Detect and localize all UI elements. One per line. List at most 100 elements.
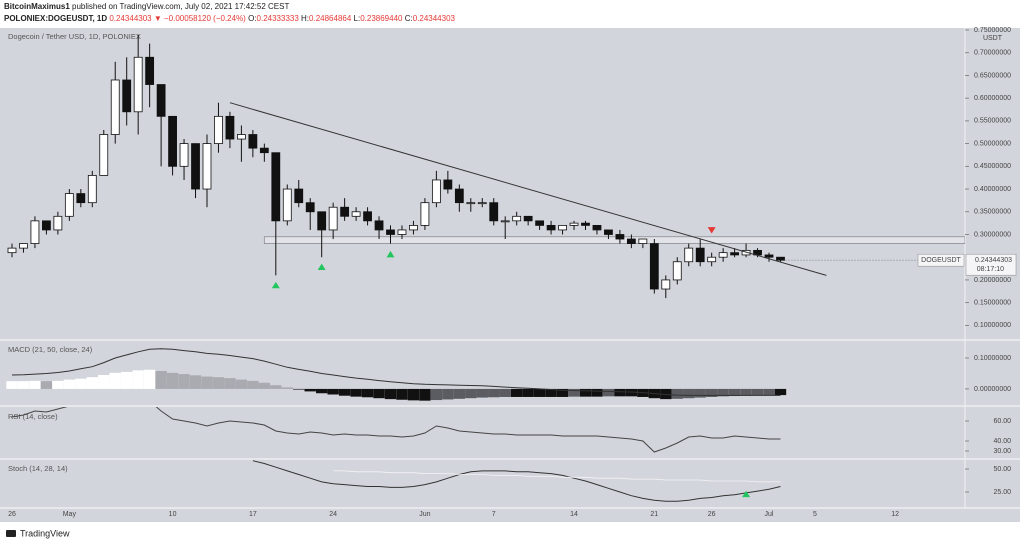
x-tick-label: 26 <box>708 511 716 518</box>
y-tick-label: 0.35000000 <box>974 209 1011 216</box>
macd-histogram-bar <box>270 385 282 389</box>
candle-body <box>145 56 155 85</box>
macd-histogram-bar <box>568 388 580 397</box>
macd-histogram-bar <box>29 380 41 389</box>
candle-body <box>386 229 395 235</box>
signal-arrow <box>386 250 395 258</box>
y-tick-label: 0.30000000 <box>974 231 1011 238</box>
candle-body <box>259 147 269 154</box>
y-tick-label: 40.00 <box>993 438 1011 445</box>
macd-histogram-bar <box>717 388 729 397</box>
candle-body <box>282 188 292 222</box>
signal-arrow <box>707 227 716 234</box>
macd-histogram-bar <box>293 388 305 390</box>
macd-histogram-bar <box>17 381 30 389</box>
macd-histogram-bar <box>86 377 98 389</box>
macd-histogram-bar <box>694 388 706 398</box>
ohlc-value: 0.23869440 <box>360 14 403 23</box>
candle-body <box>179 143 189 167</box>
macd-histogram-bar <box>453 388 466 399</box>
support-zone <box>263 236 965 244</box>
indicator-line <box>333 470 781 483</box>
macd-histogram-bar <box>166 372 179 389</box>
macd-histogram-bar <box>614 388 626 397</box>
macd-histogram-bar <box>189 375 202 389</box>
macd-histogram-bar <box>591 388 603 397</box>
macd-histogram-bar <box>522 388 534 397</box>
rsi-pane-title: RSI (14, close) <box>8 412 58 421</box>
candle-body <box>110 79 120 135</box>
candle-body <box>741 249 751 256</box>
x-tick-label: May <box>63 511 77 518</box>
macd-histogram-bar <box>476 388 488 398</box>
logo-icon <box>6 530 16 537</box>
candle-body <box>87 175 97 204</box>
macd-histogram-bar <box>556 388 569 397</box>
chart-background <box>0 28 1020 522</box>
candle-body <box>604 229 613 235</box>
candle-body <box>753 249 762 256</box>
candle-body <box>351 211 361 217</box>
macd-histogram-bar <box>419 388 431 401</box>
x-tick-label: Jul <box>765 511 774 518</box>
candle-body <box>672 261 682 281</box>
ohlc-key: O: <box>248 14 256 23</box>
header-line-2: POLONIEX:DOGEUSDT, 1D 0.24344303 ▼ −0.00… <box>4 14 456 23</box>
candle-body <box>535 220 545 226</box>
y-tick-label: 0.10000000 <box>974 322 1011 329</box>
y-tick-label: 25.00 <box>993 489 1011 496</box>
candle-body <box>776 256 785 261</box>
candle-body <box>569 222 579 226</box>
x-tick-label: Jun <box>419 511 430 518</box>
symbol: POLONIEX:DOGEUSDT, 1D <box>4 14 107 23</box>
candle-body <box>156 84 166 117</box>
price-pane-title: Dogecoin / Tether USD, 1D, POLONIEX <box>8 32 141 41</box>
signal-arrow <box>317 263 326 271</box>
macd-histogram-bar <box>52 380 64 389</box>
candle-body <box>99 134 109 176</box>
macd-plot <box>6 348 787 401</box>
candle-body <box>30 220 40 244</box>
macd-histogram-bar <box>327 388 339 395</box>
macd-histogram-bar <box>602 388 615 397</box>
ohlc-value: 0.24333333 <box>257 14 300 23</box>
macd-histogram-bar <box>671 388 683 399</box>
macd-histogram-bar <box>258 382 271 389</box>
candle-body <box>236 134 246 140</box>
ohlc-key: L: <box>354 14 361 23</box>
x-tick-label: 14 <box>570 511 578 518</box>
candle-body <box>592 224 602 231</box>
symbol-tag <box>917 253 965 267</box>
macd-histogram-bar <box>281 387 293 389</box>
macd-histogram-bar <box>373 388 385 399</box>
candle-body <box>271 152 281 222</box>
indicator-plot <box>252 460 781 502</box>
candle-body <box>225 115 235 140</box>
candle-body <box>558 224 567 231</box>
macd-histogram-bar <box>63 379 76 389</box>
price-unit: USDT <box>983 35 1003 42</box>
y-tick-label: 0.10000000 <box>974 355 1011 362</box>
macd-histogram-bar <box>361 388 374 398</box>
candle-body <box>489 202 499 222</box>
candle-body <box>133 56 143 113</box>
y-tick-label: 0.75000000 <box>974 27 1011 34</box>
candle-body <box>363 211 372 222</box>
macd-histogram-bar <box>545 388 557 397</box>
change: ▼ −0.00058120 (−0.24%) <box>154 14 246 23</box>
candle-body <box>638 238 648 244</box>
y-tick-label: 0.50000000 <box>974 140 1011 147</box>
candle-body <box>53 215 63 231</box>
x-tick-label: 26 <box>8 511 16 518</box>
macd-histogram-bar <box>751 388 764 396</box>
symbol-tag-label: DOGEUSDT <box>921 257 961 264</box>
candle-body <box>512 215 522 222</box>
macd-histogram-bar <box>109 372 121 389</box>
macd-histogram-bar <box>533 388 546 397</box>
ohlc-key: C: <box>405 14 413 23</box>
y-tick-label: 30.00 <box>993 448 1011 455</box>
price-tag-label: 0.24344303 <box>975 257 1012 264</box>
candle-body <box>76 193 86 204</box>
macd-histogram-bar <box>384 388 397 400</box>
candle-body <box>328 206 338 231</box>
